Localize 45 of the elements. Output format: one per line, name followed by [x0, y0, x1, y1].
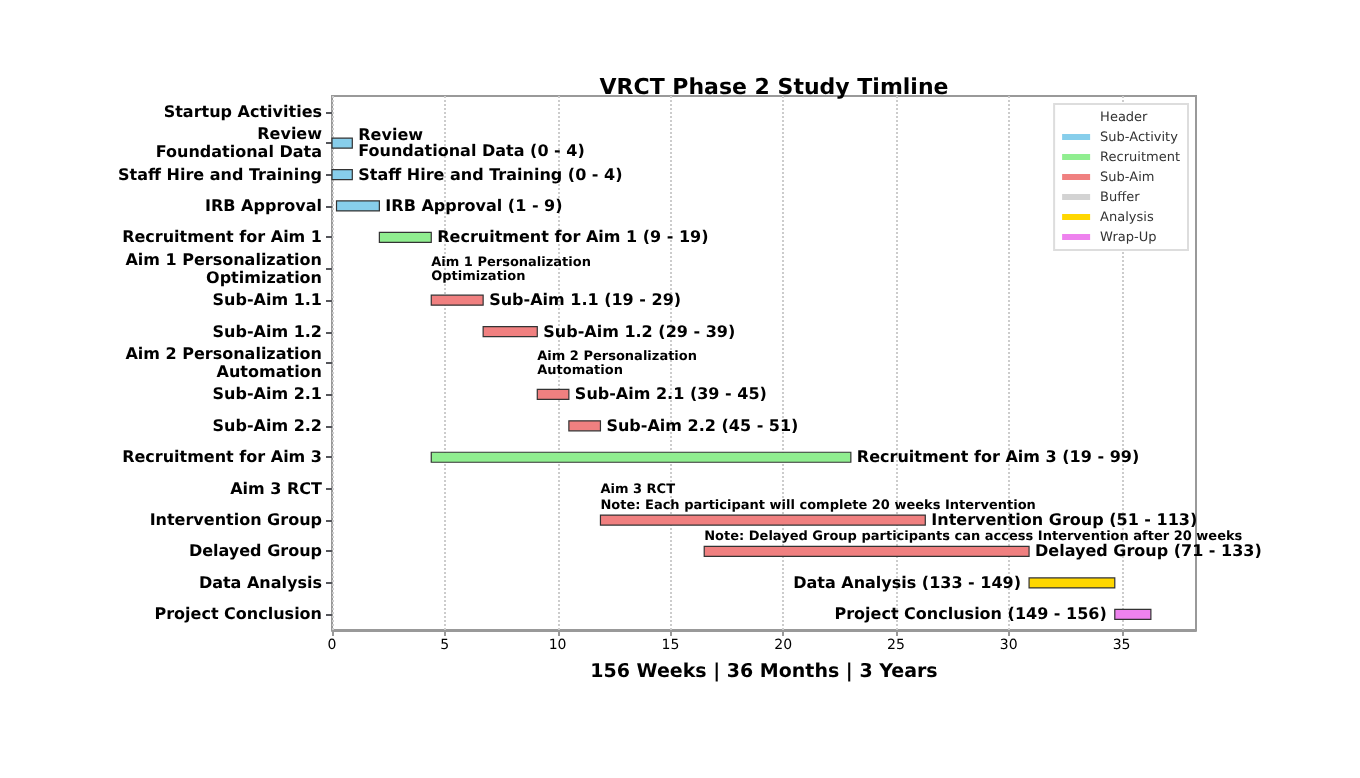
bar: [335, 200, 380, 212]
bar: [568, 420, 602, 432]
y-tick-label: Sub-Aim 1.2: [212, 322, 322, 341]
data-label: Recruitment for Aim 1 (9 - 19): [437, 228, 709, 247]
bar: [703, 545, 1030, 558]
chart-title: VRCT Phase 2 Study Timline: [599, 74, 949, 100]
y-tick-label: Data Analysis: [198, 573, 323, 592]
y-tick-label: Intervention Group: [149, 511, 323, 530]
y-tick-label: Aim 3 RCT: [230, 479, 324, 498]
bar: [536, 388, 570, 401]
y-tick-label: Project Conclusion: [154, 605, 323, 624]
y-tick-label: Review Foundational Data: [155, 125, 324, 162]
bar: [1114, 608, 1152, 620]
y-tick-label: Aim 2 Personalization Automation: [125, 345, 323, 381]
data-label: Sub-Aim 1.2 (29 - 39): [543, 322, 736, 341]
data-label: Delayed Group (71 - 133): [1035, 542, 1262, 561]
y-tick-label: Startup Activities: [163, 102, 323, 121]
bar: [482, 325, 538, 338]
bar: [331, 137, 353, 149]
y-tick-label: Sub-Aim 1.1: [212, 291, 323, 310]
y-tick-label: IRB Approval: [205, 196, 323, 215]
bar: [378, 231, 432, 243]
data-label: Sub-Aim 1.1 (19 - 29): [489, 291, 682, 310]
data-label: Sub-Aim 2.1 (39 - 45): [574, 385, 767, 404]
y-tick-label: Staff Hire and Training: [118, 165, 323, 184]
data-label: Project Conclusion (149 - 156): [834, 605, 1107, 624]
data-label: Intervention Group (51 - 113): [931, 511, 1198, 530]
bar: [331, 168, 353, 181]
bar: [599, 514, 926, 526]
x-axis-title: 156 Weeks | 36 Months | 3 Years: [590, 661, 939, 683]
data-label: Data Analysis (133 - 149): [793, 573, 1022, 592]
data-label: Review Foundational Data (0 - 4): [358, 126, 585, 161]
data-label: Recruitment for Aim 3 (19 - 99): [856, 448, 1140, 467]
data-label: IRB Approval (1 - 9): [385, 196, 563, 215]
y-tick-label: Sub-Aim 2.2: [212, 416, 322, 435]
data-label: Sub-Aim 2.2 (45 - 51): [606, 416, 799, 435]
bar: [430, 451, 852, 463]
bar: [430, 294, 484, 306]
y-tick-label: Delayed Group: [188, 542, 323, 561]
y-tick-label: Aim 1 Personalization Optimization: [125, 250, 323, 287]
data-label: Staff Hire and Training (0 - 4): [358, 165, 623, 184]
y-tick-label: Recruitment for Aim 1: [122, 228, 323, 247]
bar: [1028, 577, 1116, 589]
y-tick-label: Recruitment for Aim 3: [122, 448, 322, 467]
y-tick-label: Sub-Aim 2.1: [212, 385, 323, 404]
